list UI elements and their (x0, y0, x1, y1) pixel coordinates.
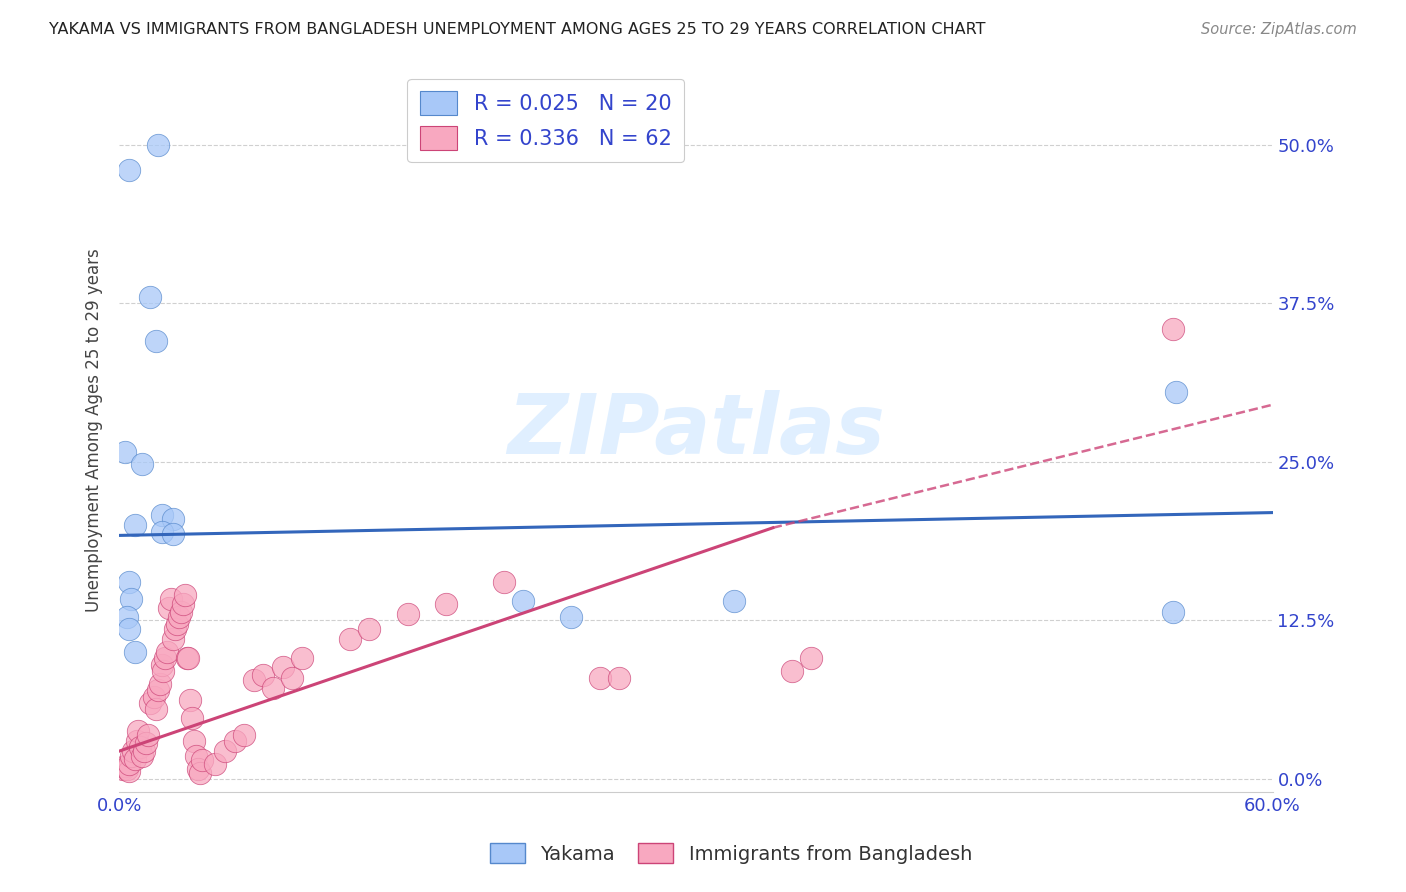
Point (214, 744, 236, 758)
Point (118, 622, 141, 636)
Point (120, 591, 142, 606)
Point (162, 512, 184, 526)
Point (1161, 605, 1184, 619)
Point (233, 728, 256, 742)
Point (121, 744, 143, 758)
Point (163, 622, 186, 636)
Point (780, 664, 803, 678)
Point (124, 518, 146, 533)
Point (139, 696, 162, 710)
Point (139, 290, 162, 304)
Point (118, 163, 141, 178)
Legend: Yakama, Immigrants from Bangladesh: Yakama, Immigrants from Bangladesh (482, 836, 980, 871)
Point (188, 765, 211, 780)
Point (339, 632, 361, 647)
Point (170, 605, 193, 619)
Point (129, 740, 152, 755)
Point (146, 683, 169, 698)
Point (131, 458, 153, 472)
Point (176, 651, 198, 665)
Point (118, 764, 141, 779)
Point (131, 749, 153, 764)
Text: YAKAMA VS IMMIGRANTS FROM BANGLADESH UNEMPLOYMENT AMONG AGES 25 TO 29 YEARS CORR: YAKAMA VS IMMIGRANTS FROM BANGLADESH UNE… (49, 22, 986, 37)
Point (112, 762, 135, 776)
Point (150, 657, 173, 672)
Point (589, 671, 612, 685)
Point (125, 734, 148, 748)
Legend: R = 0.025   N = 20, R = 0.336   N = 62: R = 0.025 N = 20, R = 0.336 N = 62 (408, 78, 685, 162)
Point (492, 575, 515, 590)
Point (179, 693, 201, 707)
Point (181, 711, 204, 725)
Point (281, 671, 304, 685)
Point (243, 673, 266, 687)
Point (142, 690, 165, 704)
Point (115, 762, 138, 776)
Point (114, 444, 136, 458)
Point (145, 334, 167, 349)
Point (1166, 385, 1188, 400)
Point (124, 645, 146, 659)
Point (114, 759, 136, 773)
Point (1161, 321, 1184, 335)
Point (800, 651, 823, 665)
Point (135, 737, 157, 751)
Point (134, 744, 156, 758)
Y-axis label: Unemployment Among Ages 25 to 29 years: Unemployment Among Ages 25 to 29 years (86, 248, 103, 612)
Point (156, 645, 179, 659)
Text: ZIPatlas: ZIPatlas (508, 390, 884, 471)
Point (204, 756, 226, 771)
Point (166, 617, 188, 632)
Point (149, 677, 172, 691)
Point (124, 752, 146, 766)
Point (271, 660, 294, 674)
Point (157, 600, 180, 615)
Point (359, 622, 381, 636)
Point (146, 137, 169, 152)
Point (291, 651, 314, 665)
Point (224, 734, 246, 748)
Point (150, 508, 173, 522)
Point (172, 597, 194, 611)
Point (173, 588, 195, 602)
Point (145, 702, 167, 716)
Point (252, 668, 274, 682)
Point (120, 749, 142, 764)
Point (128, 723, 150, 738)
Point (160, 591, 183, 606)
Point (434, 597, 457, 611)
Point (262, 681, 284, 695)
Point (187, 762, 209, 776)
Point (396, 607, 419, 621)
Point (512, 594, 534, 608)
Point (183, 734, 205, 748)
Point (162, 632, 184, 647)
Point (115, 609, 138, 624)
Point (118, 575, 141, 590)
Point (186, 749, 208, 764)
Point (136, 728, 159, 742)
Point (560, 609, 582, 624)
Text: Source: ZipAtlas.com: Source: ZipAtlas.com (1201, 22, 1357, 37)
Point (607, 671, 630, 685)
Point (177, 651, 200, 665)
Point (167, 609, 190, 624)
Point (155, 651, 177, 665)
Point (191, 753, 214, 767)
Point (723, 594, 745, 608)
Point (118, 756, 141, 771)
Point (152, 664, 174, 678)
Point (150, 524, 173, 539)
Point (162, 527, 184, 541)
